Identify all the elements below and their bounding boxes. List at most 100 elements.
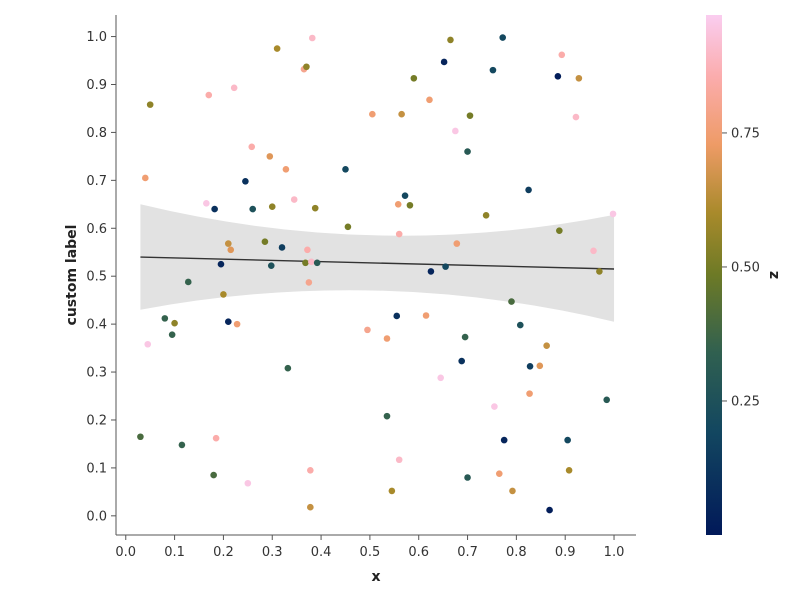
- x-tick-label: 0.4: [311, 545, 332, 560]
- scatter-point: [233, 320, 241, 328]
- scatter-point: [308, 258, 315, 266]
- scatter-point: [406, 201, 414, 209]
- scatter-point: [242, 178, 249, 185]
- y-tick-label: 0.5: [86, 270, 107, 285]
- scatter-point: [452, 127, 459, 135]
- scatter-point: [146, 101, 154, 108]
- scatter-point: [313, 259, 321, 267]
- colorbar-tick-label: 0.75: [731, 126, 760, 141]
- x-tick-label: 0.9: [555, 545, 576, 560]
- colorbar-tick-label: 0.50: [731, 260, 760, 275]
- scatter-point: [184, 278, 192, 286]
- scatter-point: [369, 110, 376, 118]
- scatter-point: [395, 456, 403, 464]
- scatter-point: [489, 66, 497, 74]
- scatter-point: [302, 259, 309, 267]
- scatter-point: [225, 240, 232, 247]
- x-tick-label: 0.3: [262, 545, 283, 560]
- y-tick-label: 1.0: [86, 30, 107, 45]
- axes: 0.0 0.1 0.2 0.3 0.4 0.5 0.6 0.7 0.8 0.9 1.0 0.0 0.1 0…: [86, 15, 636, 560]
- colorbar-label: z: [766, 271, 782, 279]
- scatter-point: [308, 34, 316, 42]
- x-tick-label: 0.1: [164, 545, 185, 560]
- scatter-point: [168, 331, 176, 338]
- scatter-point: [141, 174, 149, 182]
- scatter-point: [422, 312, 430, 319]
- scatter-point: [248, 143, 256, 151]
- y-axis-label: custom label: [64, 225, 80, 326]
- scatter-point: [453, 240, 461, 247]
- scatter-point: [482, 212, 490, 219]
- scatter-point: [572, 113, 580, 121]
- scatter-point: [220, 291, 227, 298]
- scatter-point: [205, 91, 213, 99]
- regression-line: [140, 256, 615, 270]
- scatter-point: [303, 63, 310, 71]
- scatter-point: [427, 268, 435, 275]
- scatter-point: [509, 487, 516, 495]
- x-tick-label: 0.8: [506, 545, 527, 560]
- scatter-point: [500, 436, 508, 444]
- y-tick-label: 0.0: [86, 509, 107, 524]
- scatter-point: [217, 260, 225, 268]
- scatter-point: [590, 247, 597, 255]
- scatter-point: [596, 268, 603, 275]
- scatter-point: [230, 84, 238, 92]
- scatter-point: [383, 412, 391, 420]
- scatter-point: [556, 227, 563, 234]
- scatter-point: [284, 364, 292, 372]
- scatter-point: [393, 312, 401, 320]
- colorbar: [706, 15, 722, 535]
- scatter-point: [273, 45, 281, 52]
- scatter-point: [344, 223, 352, 231]
- scatter-point: [210, 471, 217, 479]
- colorbar-tick-label: 0.25: [731, 394, 760, 409]
- scatter-point: [401, 192, 409, 199]
- scatter-point: [307, 503, 314, 511]
- scatter-point: [440, 58, 448, 66]
- y-tick-label: 0.9: [86, 78, 107, 93]
- scatter-point: [461, 333, 469, 341]
- scatter-point: [249, 205, 257, 213]
- scatter-point: [395, 230, 403, 238]
- scatter-point: [261, 238, 269, 245]
- scatter-point: [178, 441, 186, 449]
- scatter-point: [564, 436, 571, 444]
- y-tick-label: 0.7: [86, 174, 107, 189]
- x-tick-label: 0.5: [360, 545, 381, 560]
- x-axis-label: x: [371, 569, 380, 585]
- scatter-point: [442, 263, 449, 270]
- scatter-point: [464, 474, 471, 481]
- scatter-points: [137, 34, 617, 514]
- y-tick-label: 0.6: [86, 222, 107, 237]
- scatter-point: [495, 470, 503, 477]
- scatter-point: [290, 196, 298, 203]
- scatter-point: [447, 36, 454, 44]
- y-tick-label: 0.8: [86, 126, 107, 141]
- scatter-point: [305, 279, 313, 286]
- y-tick-label: 0.4: [86, 318, 107, 333]
- scatter-point: [526, 362, 534, 370]
- scatter-point: [394, 201, 402, 208]
- x-tick-label: 0.6: [408, 545, 429, 560]
- scatter-point: [508, 298, 515, 305]
- scatter-point: [278, 244, 286, 251]
- scatter-point: [558, 51, 566, 59]
- scatter-point: [311, 204, 319, 212]
- scatter-point: [171, 319, 178, 327]
- scatter-point: [266, 153, 274, 160]
- y-tick-label: 0.3: [86, 366, 107, 381]
- scatter-point: [491, 403, 498, 410]
- scatter-point: [426, 96, 433, 104]
- scatter-point: [464, 148, 471, 155]
- scatter-point: [525, 186, 532, 194]
- scatter-point: [342, 166, 349, 173]
- x-tick-label: 0.0: [115, 545, 136, 560]
- scatter-point: [212, 434, 220, 442]
- y-tick-label: 0.2: [86, 413, 107, 428]
- x-tick-label: 0.2: [213, 545, 234, 560]
- scatter-point: [388, 487, 396, 495]
- scatter-point: [282, 166, 290, 173]
- scatter-point: [161, 315, 169, 322]
